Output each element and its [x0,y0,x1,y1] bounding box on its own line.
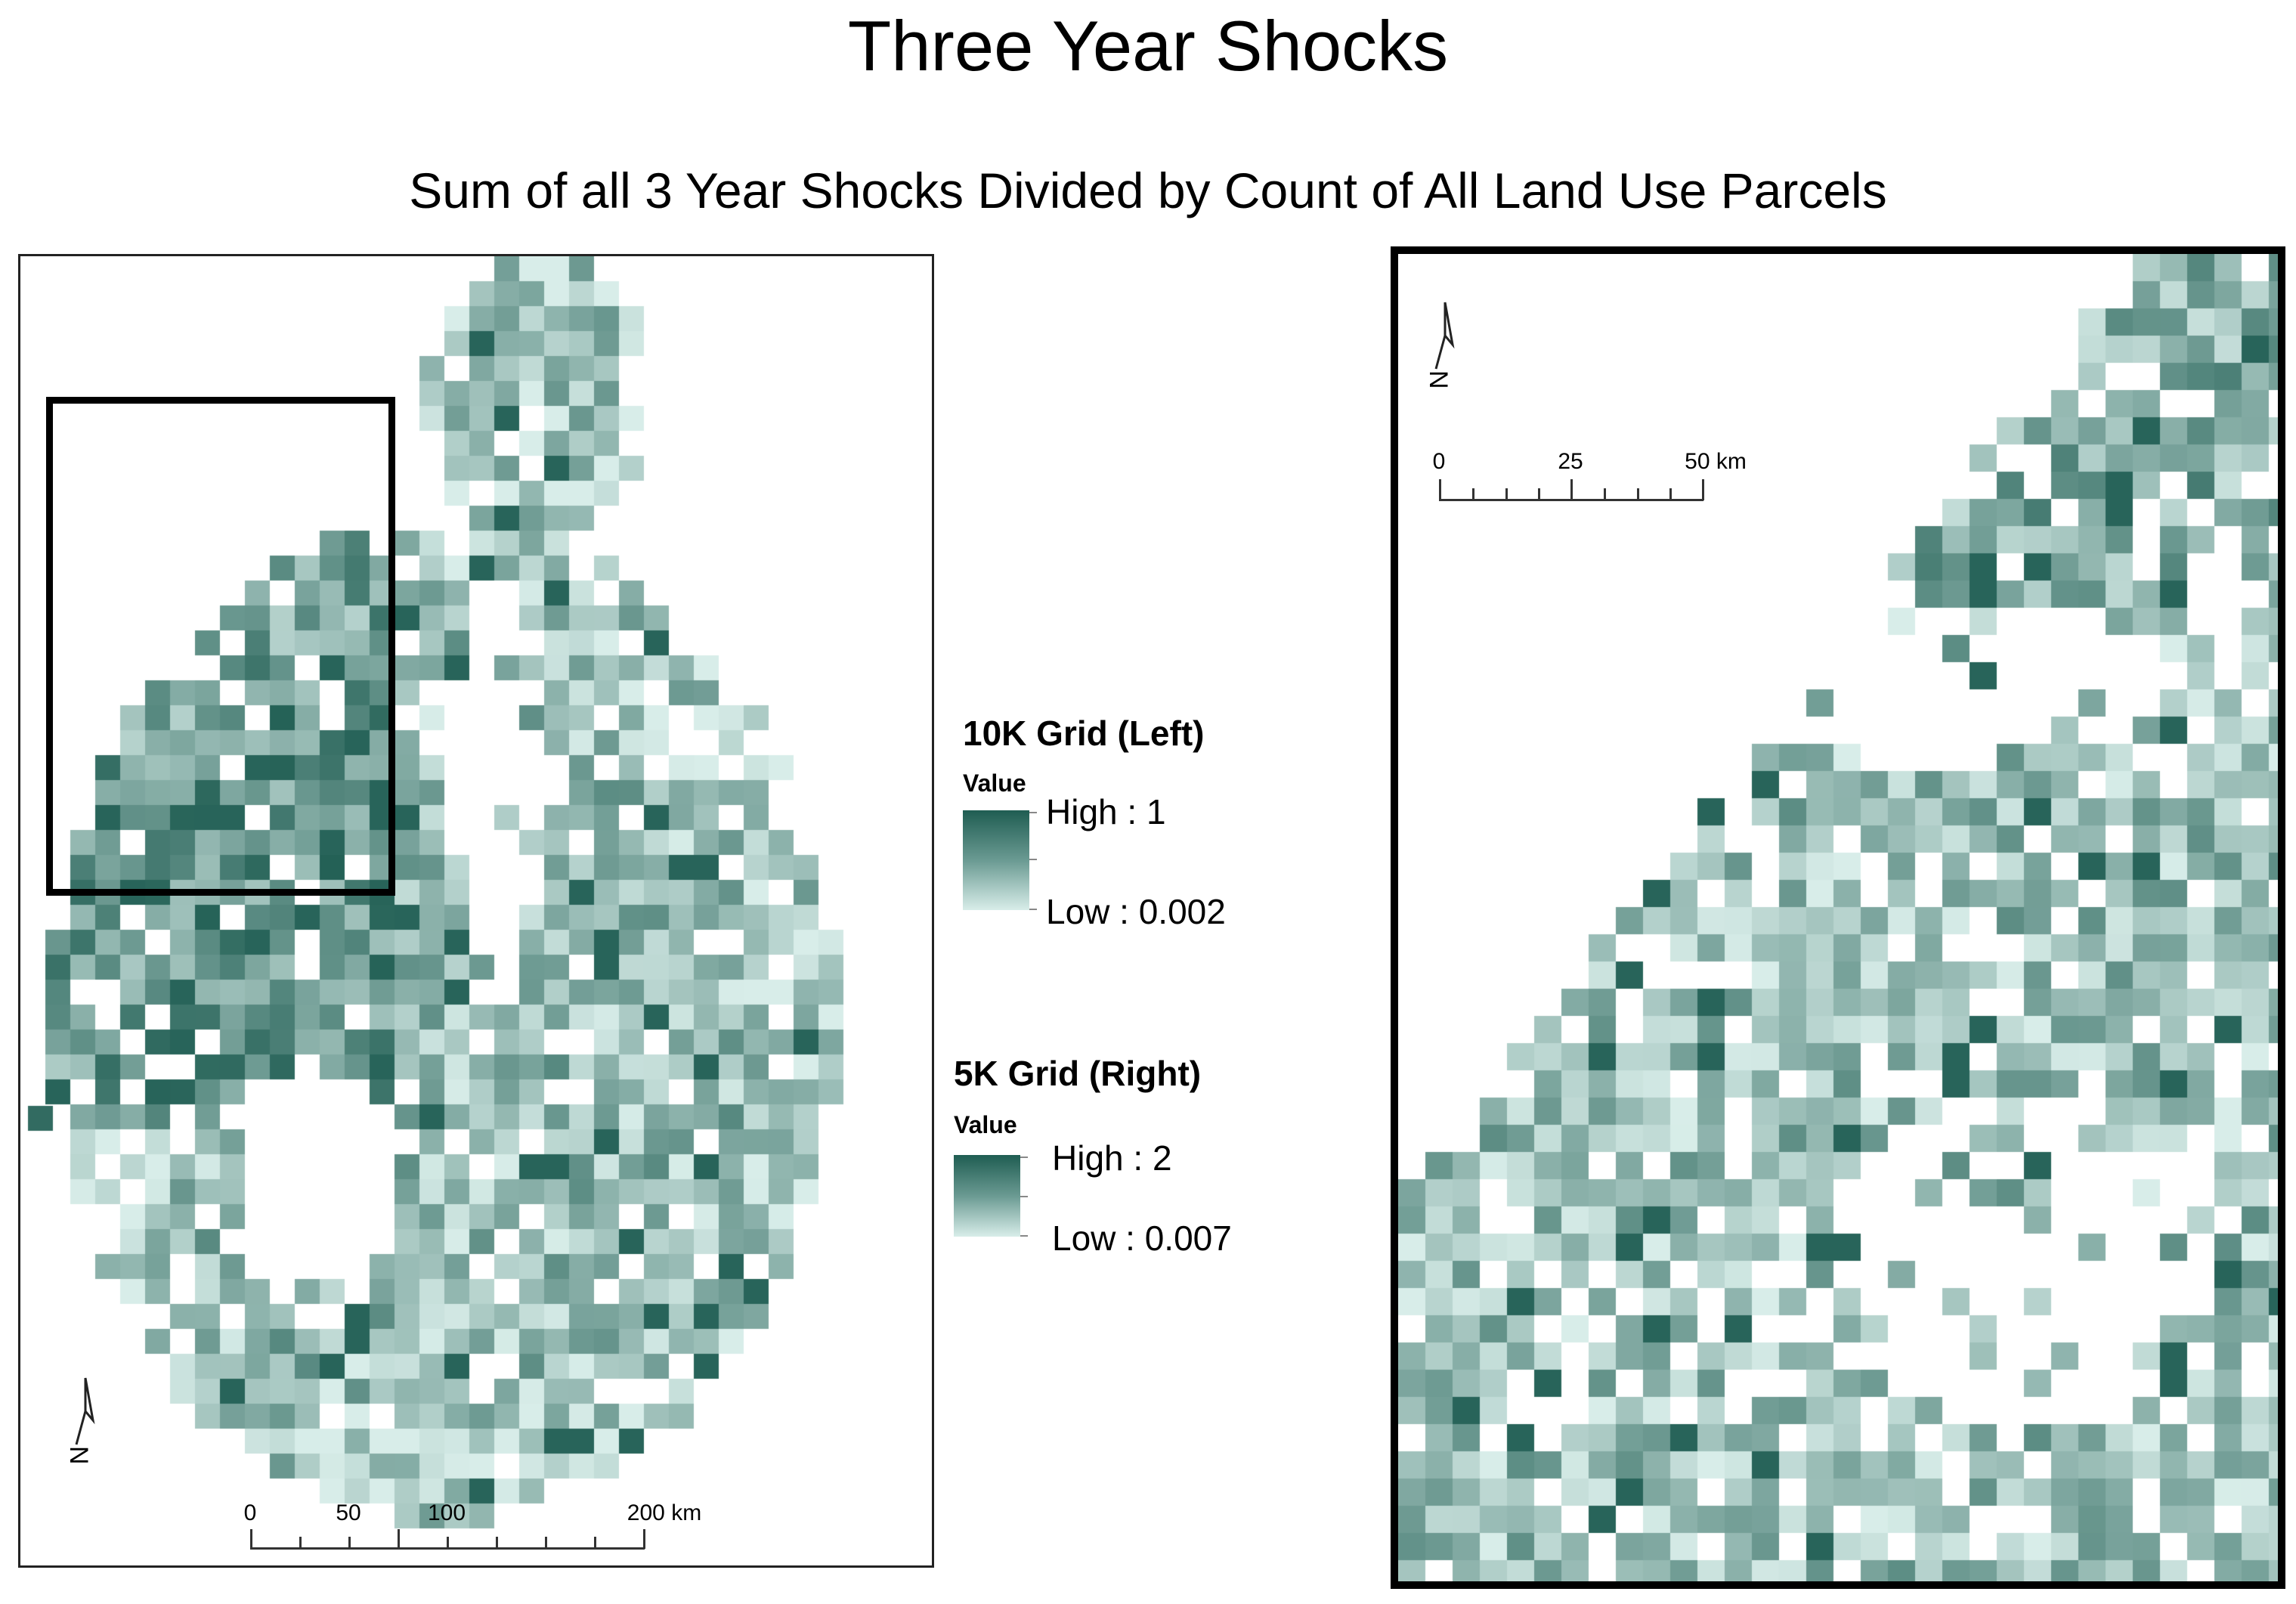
legend-value-label: Value [954,1111,1017,1138]
scale-label: 25 [1558,449,1583,474]
legend-high-10k: High : 1 [1046,792,1166,831]
legend-heading-10k: 10K Grid (Left) [963,714,1205,753]
legend-low-5k: Low : 0.007 [1052,1218,1232,1258]
scale-label: 50 km [1685,449,1747,474]
map-subtitle: Sum of all 3 Year Shocks Divided by Coun… [409,163,1887,218]
scale-label: 200 km [627,1500,702,1525]
svg-text:N: N [1424,370,1453,389]
grid-10k-raster [20,256,932,1565]
legend-color-ramp-5k [954,1155,1020,1237]
legend-color-ramp-10k [963,810,1029,910]
scale-label: 100 [427,1500,466,1525]
north-arrow-icon: N [64,1377,95,1465]
grid-5k-raster [1398,254,2278,1581]
legend-high-5k: High : 2 [1052,1138,1172,1178]
scale-label: 0 [1432,449,1446,474]
svg-text:N: N [64,1446,93,1465]
scale-label: 0 [243,1500,257,1525]
north-arrow-icon: N [1424,302,1455,389]
legend-low-10k: Low : 0.002 [1046,892,1226,931]
map-title: Three Year Shocks [847,6,1449,85]
scale-label: 50 [336,1500,361,1525]
left-map-frame: N 0 50 100 200 km [18,254,934,1568]
legend-heading-5k: 5K Grid (Right) [954,1054,1202,1093]
legend-value-label: Value [963,769,1026,797]
right-map-frame: N 0 25 50 km [1391,246,2285,1589]
